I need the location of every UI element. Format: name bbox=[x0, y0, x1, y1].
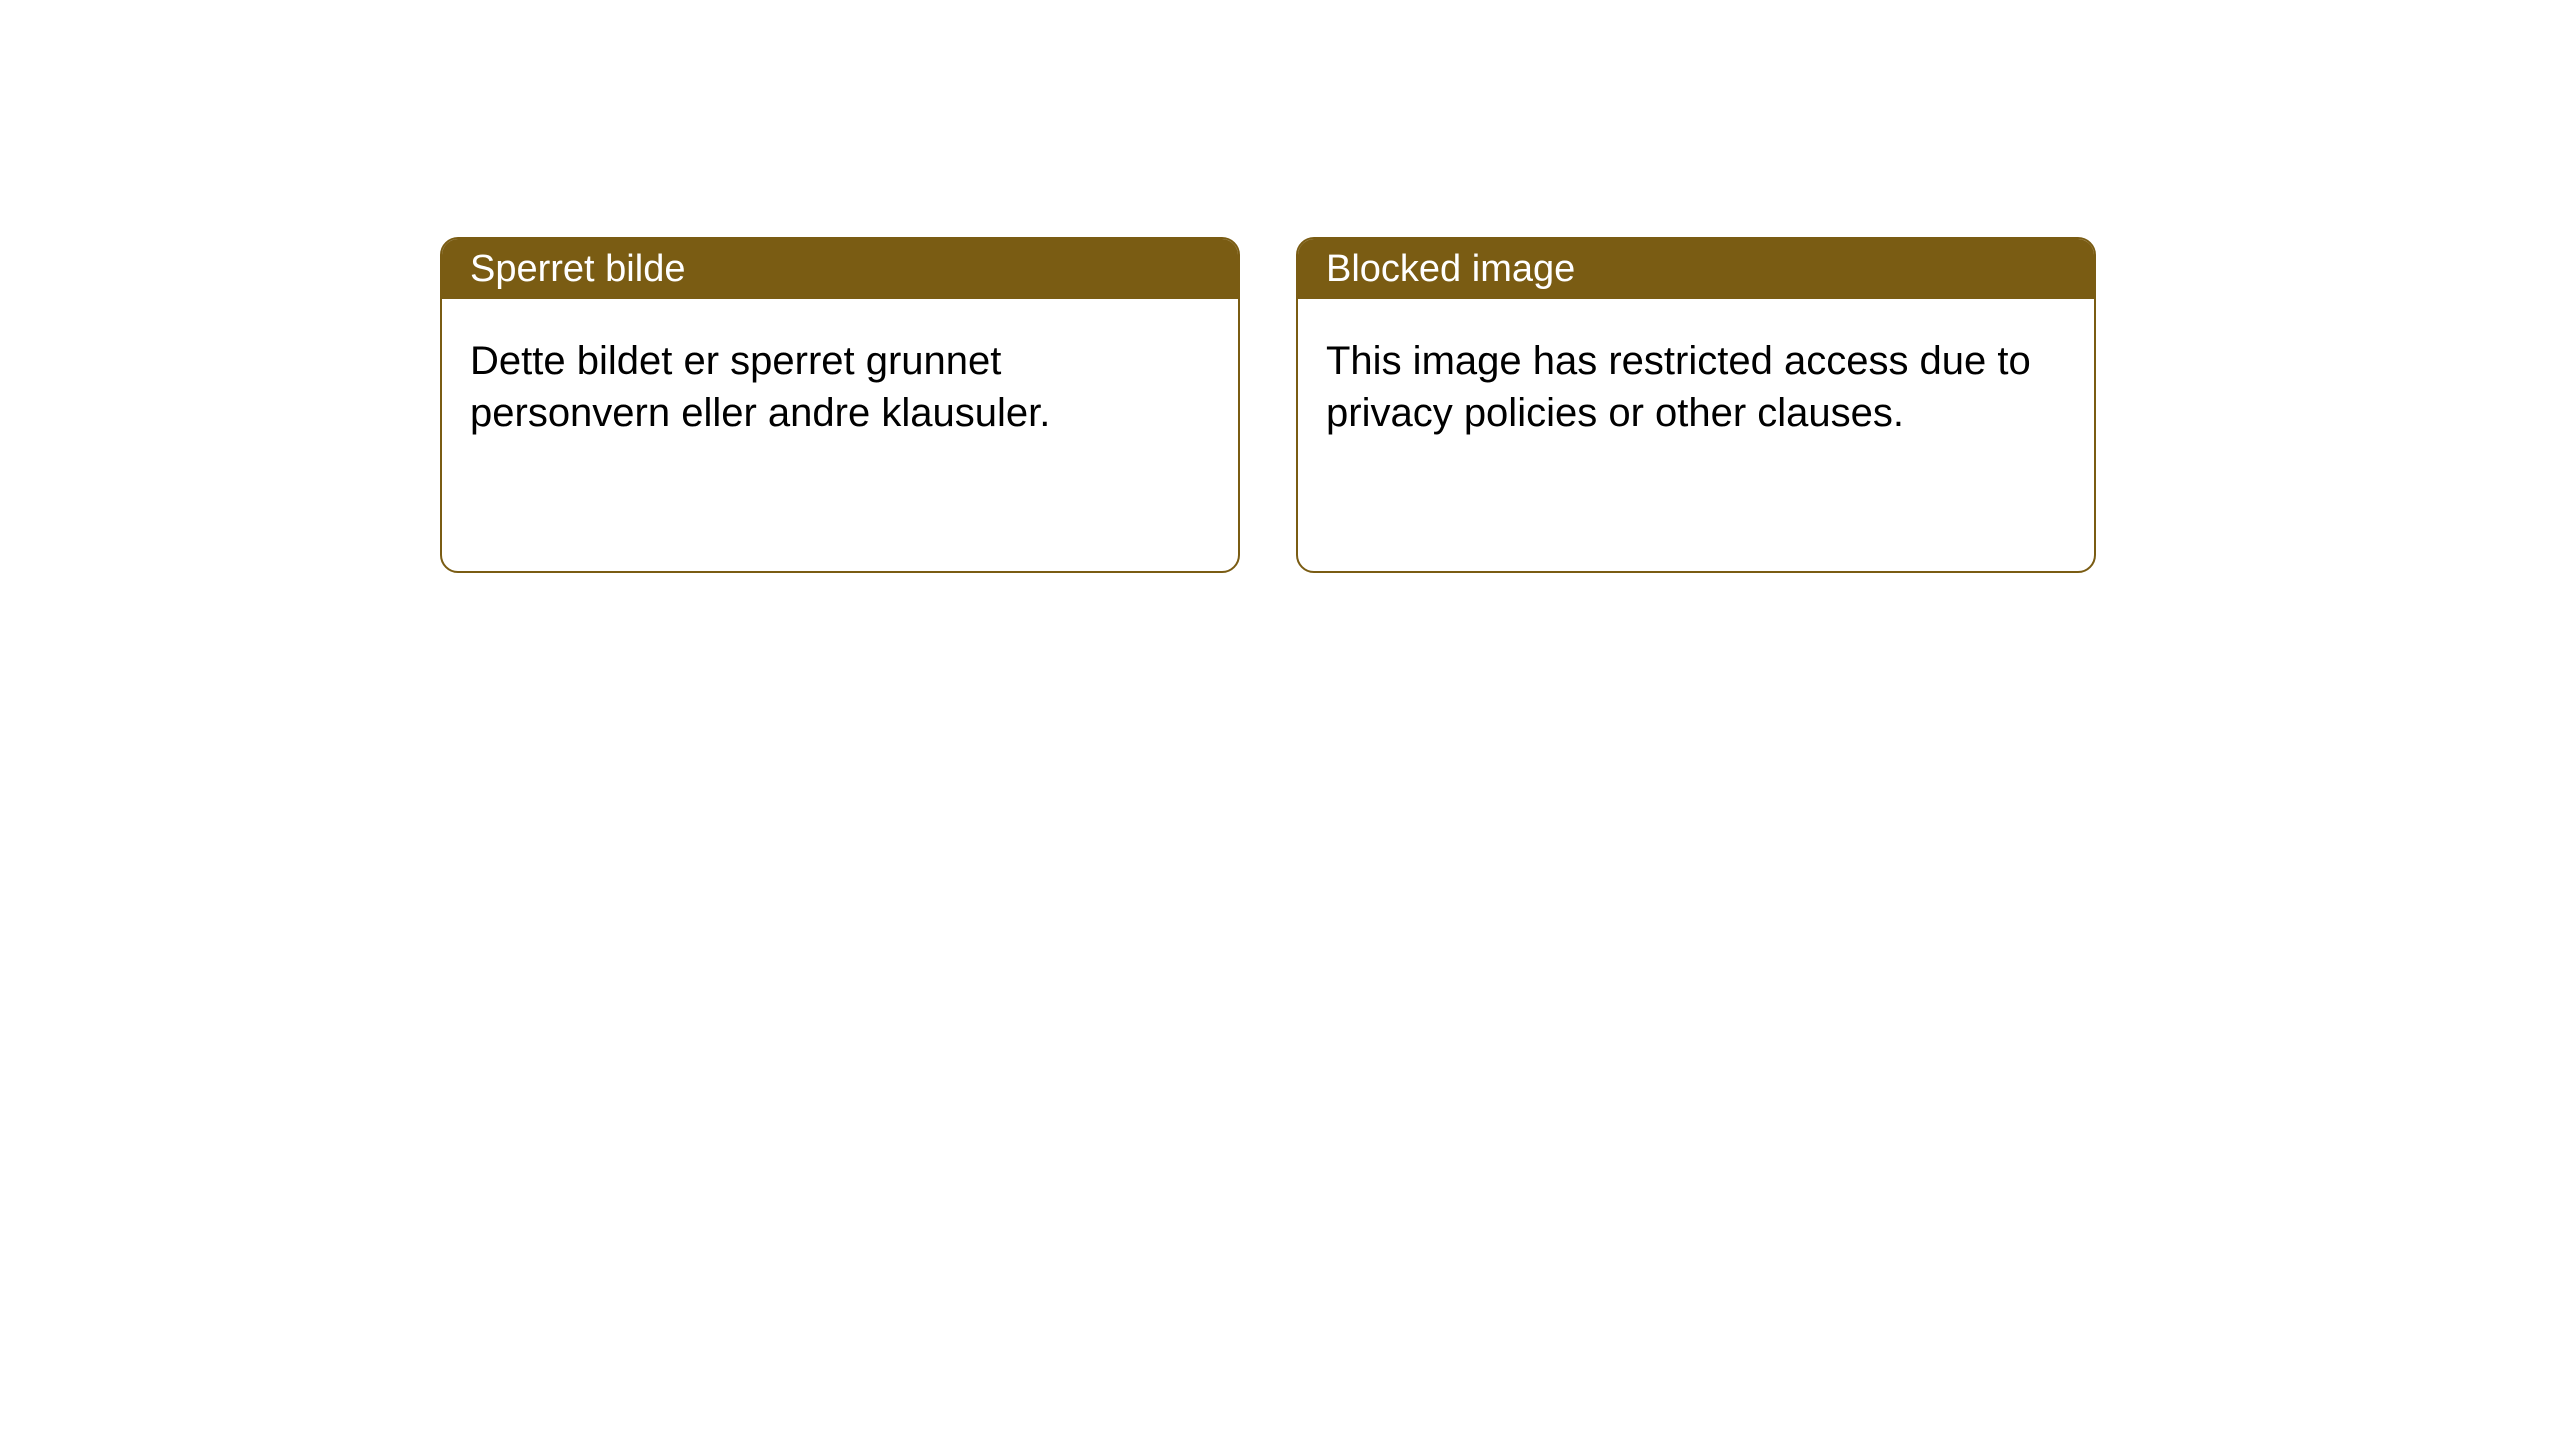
notice-title: Sperret bilde bbox=[470, 248, 685, 291]
notice-text: This image has restricted access due to … bbox=[1326, 339, 2031, 435]
notice-header: Sperret bilde bbox=[442, 239, 1238, 299]
notice-text: Dette bildet er sperret grunnet personve… bbox=[470, 339, 1050, 435]
notice-container: Sperret bilde Dette bildet er sperret gr… bbox=[0, 0, 2560, 573]
notice-body: This image has restricted access due to … bbox=[1298, 299, 2094, 475]
notice-body: Dette bildet er sperret grunnet personve… bbox=[442, 299, 1238, 475]
notice-card-english: Blocked image This image has restricted … bbox=[1296, 237, 2096, 573]
notice-header: Blocked image bbox=[1298, 239, 2094, 299]
notice-card-norwegian: Sperret bilde Dette bildet er sperret gr… bbox=[440, 237, 1240, 573]
notice-title: Blocked image bbox=[1326, 248, 1575, 291]
